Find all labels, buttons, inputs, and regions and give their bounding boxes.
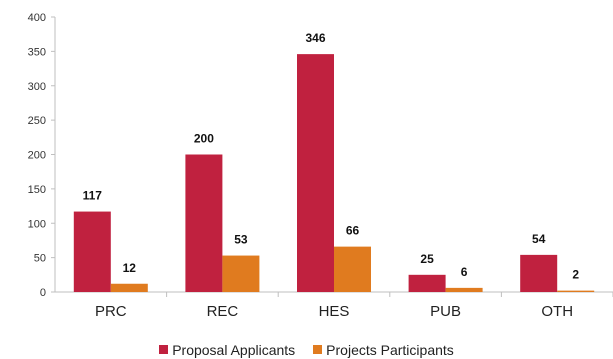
x-axis: PRC REC HES PUB OTH xyxy=(55,291,613,320)
data-label-series-1-hes: 66 xyxy=(346,224,360,238)
legend-label-series-1: Projects Participants xyxy=(326,341,454,358)
data-label-series-0-pub: 25 xyxy=(420,252,434,266)
legend-label-series-0: Proposal Applicants xyxy=(172,341,296,358)
x-tick-label-prc: PRC xyxy=(95,303,127,320)
bar-chart: 0 50 100 150 200 250 300 350 400 PRC REC HES PUB OTH… xyxy=(28,12,613,320)
y-tick-label: 100 xyxy=(28,218,46,230)
legend-item-series-1: Projects Participants xyxy=(313,342,454,358)
legend-item-series-0: Proposal Applicants xyxy=(159,342,295,358)
data-label-series-0-rec: 200 xyxy=(194,132,214,146)
bars-group xyxy=(73,54,595,292)
legend-swatch-series-1 xyxy=(313,345,323,354)
bar-series-0-oth xyxy=(520,254,558,292)
data-label-series-0-hes: 346 xyxy=(305,31,325,45)
data-label-series-1-pub: 6 xyxy=(461,265,468,279)
y-tick-label: 0 xyxy=(40,287,46,299)
bar-series-0-rec xyxy=(185,154,223,292)
bar-series-1-prc xyxy=(110,283,148,292)
legend: Proposal Applicants Projects Participant… xyxy=(0,340,613,359)
y-tick-label: 150 xyxy=(28,184,46,196)
legend-swatch-series-0 xyxy=(159,345,169,354)
y-tick-label: 400 xyxy=(28,12,46,24)
y-axis: 0 50 100 150 200 250 300 350 400 xyxy=(28,12,56,299)
bar-series-1-rec xyxy=(222,255,260,292)
data-label-series-1-rec: 53 xyxy=(234,233,248,247)
bar-series-0-prc xyxy=(73,211,111,292)
y-tick-label: 200 xyxy=(28,150,46,162)
bar-series-0-hes xyxy=(297,54,334,292)
bar-series-1-pub xyxy=(445,287,483,292)
bar-series-1-hes xyxy=(334,246,371,292)
data-label-series-1-oth: 2 xyxy=(572,268,579,282)
y-tick-label: 350 xyxy=(28,46,46,58)
y-tick-label: 250 xyxy=(28,115,46,127)
data-label-series-1-prc: 12 xyxy=(123,261,137,275)
bar-series-1-oth xyxy=(557,290,595,292)
bar-series-0-pub xyxy=(408,274,446,292)
y-tick-label: 50 xyxy=(34,253,46,265)
x-tick-label-pub: PUB xyxy=(430,303,461,320)
x-tick-label-rec: REC xyxy=(207,303,239,320)
data-label-series-0-oth: 54 xyxy=(532,232,546,246)
x-tick-label-oth: OTH xyxy=(541,303,573,320)
data-label-series-0-prc: 117 xyxy=(83,189,103,203)
y-tick-label: 300 xyxy=(28,81,46,93)
x-tick-label-hes: HES xyxy=(319,303,350,320)
